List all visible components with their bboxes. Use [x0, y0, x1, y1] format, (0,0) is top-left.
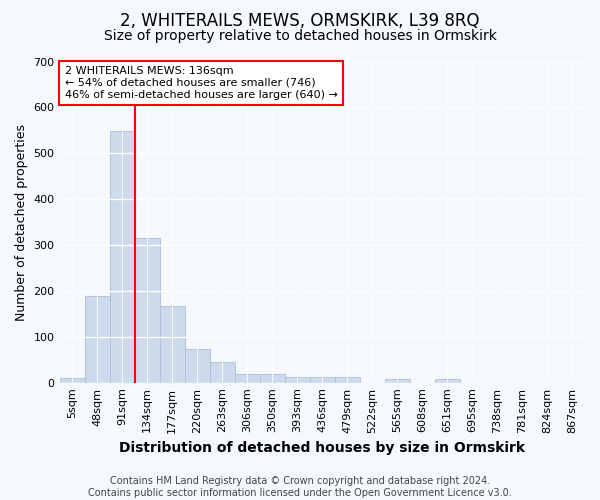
Bar: [435, 379, 460, 382]
Bar: [285, 377, 310, 382]
Bar: [385, 379, 410, 382]
Text: 2 WHITERAILS MEWS: 136sqm
← 54% of detached houses are smaller (746)
46% of semi: 2 WHITERAILS MEWS: 136sqm ← 54% of detac…: [65, 66, 338, 100]
Y-axis label: Number of detached properties: Number of detached properties: [15, 124, 28, 320]
Bar: [185, 348, 209, 382]
Text: Contains HM Land Registry data © Crown copyright and database right 2024.
Contai: Contains HM Land Registry data © Crown c…: [88, 476, 512, 498]
Text: 2, WHITERAILS MEWS, ORMSKIRK, L39 8RQ: 2, WHITERAILS MEWS, ORMSKIRK, L39 8RQ: [120, 12, 480, 30]
Bar: [235, 374, 260, 382]
Bar: [110, 131, 134, 382]
Bar: [134, 238, 160, 382]
Bar: [59, 378, 85, 382]
X-axis label: Distribution of detached houses by size in Ormskirk: Distribution of detached houses by size …: [119, 441, 525, 455]
Bar: [335, 377, 360, 382]
Bar: [85, 296, 110, 382]
Bar: [209, 362, 235, 382]
Bar: [310, 377, 335, 382]
Bar: [160, 306, 185, 382]
Bar: [260, 374, 285, 382]
Text: Size of property relative to detached houses in Ormskirk: Size of property relative to detached ho…: [104, 29, 496, 43]
